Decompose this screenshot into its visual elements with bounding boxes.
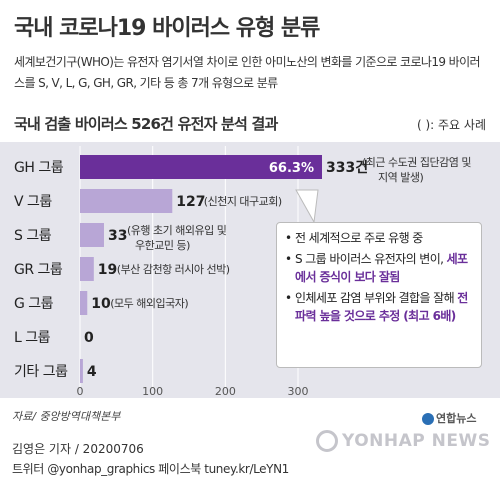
callout-pointer <box>295 189 319 224</box>
category-label: GR 그룹 <box>14 262 63 278</box>
bar <box>80 223 104 247</box>
bar <box>80 189 173 213</box>
callout-text: S 그룹 바이러스 유전자의 변이, <box>295 252 447 266</box>
bar <box>80 291 88 315</box>
value-label: 0 <box>84 330 94 346</box>
value-label: 127 <box>176 194 205 210</box>
annotation-label: (모두 해외입국자) <box>110 296 188 310</box>
watermark: YONHAP NEWS <box>316 430 490 452</box>
x-tick-label: 300 <box>288 385 309 398</box>
annotation-label: (유행 초기 해외유입 및 우한교민 등) <box>127 223 227 252</box>
callout-text: 전 세계적으로 주로 유행 중 <box>295 231 423 245</box>
credit-social: 트위터 @yonhap_graphics 페이스북 tuney.kr/LeYN1 <box>12 462 289 476</box>
bar <box>80 155 322 179</box>
bar-chart: 0 100 200 300 GH 그룹 333건 (최근 수도권 집단감염 및 지역 발생) 6… <box>0 142 500 398</box>
callout-item: 인체세포 감염 부위와 결합을 잘해 전파력 높을 것으로 추정 (최고 6배) <box>285 289 473 325</box>
yonhap-logo: 연합뉴스 <box>422 410 476 426</box>
x-tick-label: 0 <box>77 385 84 398</box>
logo-icon <box>422 413 434 425</box>
value-label: 10 <box>91 296 111 312</box>
description: 세계보건기구(WHO)는 유전자 염기서열 차이로 인한 아미노산의 변화를 기… <box>14 55 481 90</box>
category-label: V 그룹 <box>14 194 52 210</box>
callout-item: 전 세계적으로 주로 유행 중 <box>285 229 473 247</box>
x-tick-label: 100 <box>142 385 163 398</box>
callout-item: S 그룹 바이러스 유전자의 변이, 세포에서 증식이 보다 잘됨 <box>285 250 473 286</box>
category-label: L 그룹 <box>14 330 51 346</box>
annotation-label: (최근 수도권 집단감염 및 지역 발생) <box>362 156 471 184</box>
chart-title: 국내 검출 바이러스 526건 유전자 분석 결과 <box>14 115 278 133</box>
category-label: 기타 그룹 <box>14 364 68 380</box>
annotation-label: (부산 감천항 러시아 선박) <box>117 262 230 276</box>
page-title: 국내 코로나19 바이러스 유형 분류 <box>14 16 320 41</box>
callout-list: 전 세계적으로 주로 유행 중 S 그룹 바이러스 유전자의 변이, 세포에서 증… <box>285 229 473 325</box>
logo-text: 연합뉴스 <box>436 412 477 425</box>
value-label: 33 <box>108 228 127 244</box>
bar <box>80 257 94 281</box>
value-label: 333건 <box>326 159 368 176</box>
info-callout: 전 세계적으로 주로 유행 중 S 그룹 바이러스 유전자의 변이, 세포에서 증… <box>276 222 482 368</box>
x-tick-label: 200 <box>215 385 236 398</box>
callout-highlight: 세포에서 증식이 보다 잘됨 <box>295 252 468 284</box>
value-label: 4 <box>87 364 97 380</box>
callout-text: 인체세포 감염 부위와 결합을 잘해 <box>295 291 458 305</box>
legend-note: ( ): 주요 사례 <box>416 118 486 132</box>
percent-label: 66.3% <box>269 161 314 176</box>
category-label: S 그룹 <box>14 228 52 244</box>
annotation-label: (신천지 대구교회) <box>204 194 282 208</box>
watermark-icon <box>316 430 338 452</box>
value-label: 19 <box>98 262 117 278</box>
source-note: 자료/ 중앙방역대책본부 <box>12 410 121 423</box>
category-label: G 그룹 <box>14 296 54 312</box>
category-label: GH 그룹 <box>14 160 64 176</box>
credit-author: 김영은 기자 / 20200706 <box>12 442 144 456</box>
callout-highlight: 전파력 높을 것으로 추정 (최고 6배) <box>295 291 468 323</box>
bar <box>80 359 83 383</box>
watermark-text: YONHAP NEWS <box>342 431 491 451</box>
